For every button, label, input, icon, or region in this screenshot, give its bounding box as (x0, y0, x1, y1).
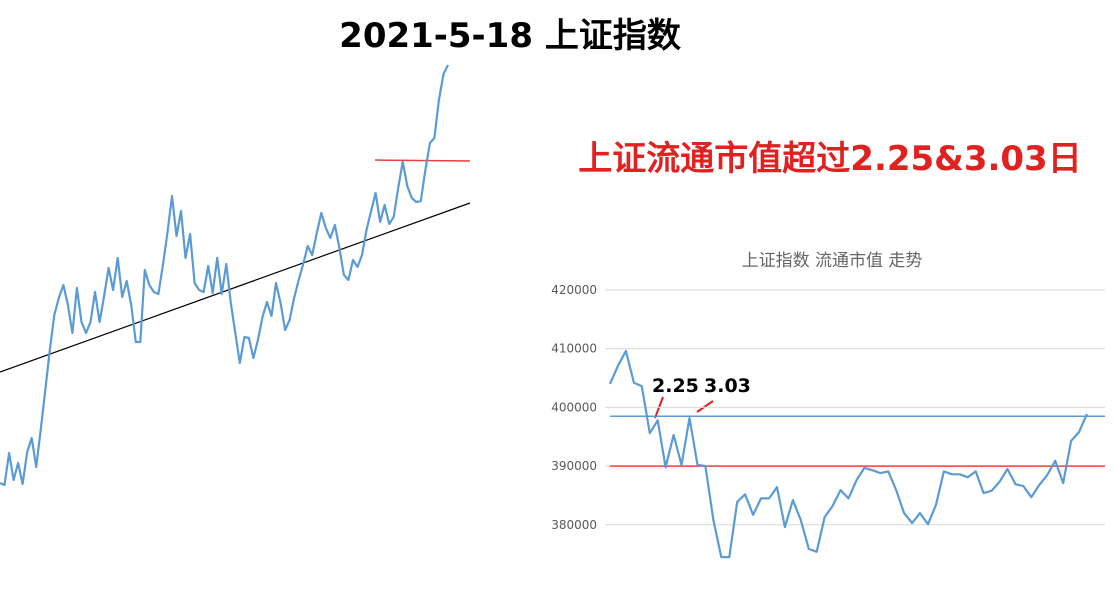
chart-title: 上证指数 流通市值 走势 (742, 251, 923, 271)
series-line (608, 349, 1089, 559)
y-tick-label: 400000 (551, 400, 597, 414)
trend-line (0, 202, 471, 373)
annotation: 2.25 (652, 375, 699, 397)
headline: 上证流通市值超过2.25&3.03日 (578, 139, 1081, 179)
resistance-line (374, 159, 471, 162)
series-line (0, 64, 449, 487)
y-tick-label: 420000 (551, 283, 597, 297)
pointer (696, 400, 714, 413)
y-tick-label: 410000 (551, 342, 597, 356)
annotation: 3.03 (704, 375, 751, 397)
page-title: 2021-5-18 上证指数 (339, 16, 681, 56)
y-tick-label: 390000 (551, 459, 597, 473)
y-tick-label: 380000 (551, 518, 597, 532)
